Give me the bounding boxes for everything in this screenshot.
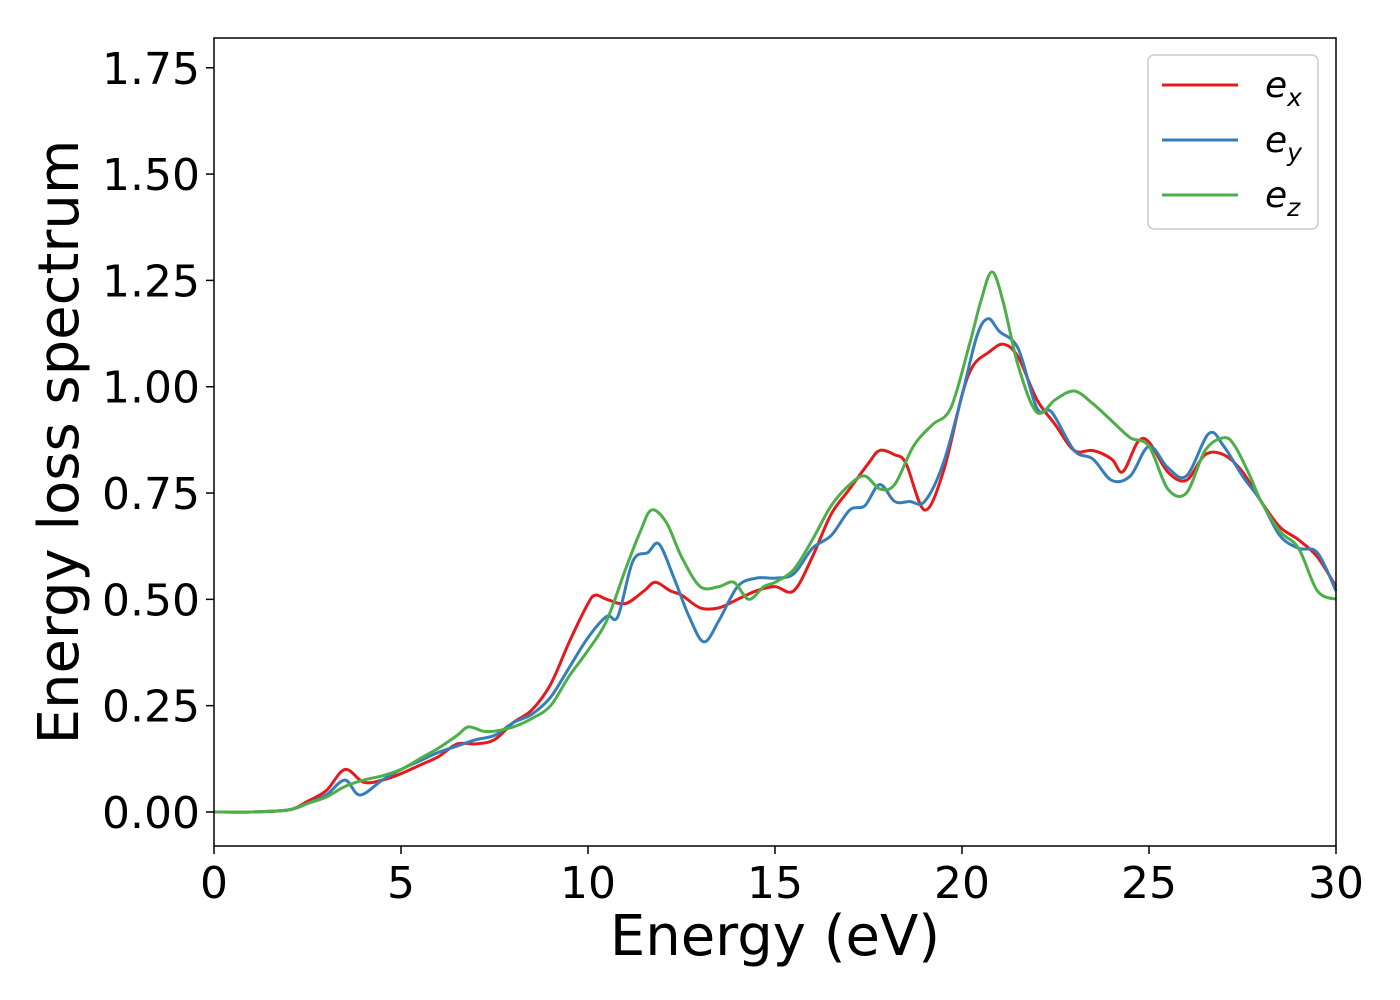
y-tick-label: 1.75 — [102, 44, 200, 95]
y-axis-title: Energy loss spectrum — [27, 140, 92, 745]
y-tick-label: 0.25 — [102, 682, 200, 733]
y-axis-ticks: 0.00 0.25 0.50 0.75 1.00 1.25 1.50 1.75 — [102, 44, 214, 839]
x-tick-label: 5 — [387, 858, 415, 909]
legend-label-base: e — [1265, 175, 1287, 216]
y-tick-label: 0.00 — [102, 788, 200, 839]
x-tick-label: 25 — [1121, 858, 1177, 909]
series-layer — [213, 270, 1338, 814]
x-tick-label: 30 — [1308, 858, 1364, 909]
legend-label-base: e — [1265, 120, 1287, 161]
legend-label-base: e — [1265, 65, 1287, 106]
legend-label-z: ez — [1265, 175, 1301, 222]
y-tick-label: 0.75 — [102, 469, 200, 520]
x-tick-label: 0 — [200, 858, 228, 909]
x-axis-title: Energy (eV) — [610, 904, 940, 969]
legend-label-subscript: y — [1286, 138, 1303, 167]
y-tick-label: 0.50 — [102, 575, 200, 626]
x-tick-label: 15 — [747, 858, 803, 909]
x-tick-label: 20 — [934, 858, 990, 909]
y-tick-label: 1.00 — [102, 363, 200, 414]
series-line-y — [213, 317, 1338, 814]
legend-label-y: ey — [1265, 120, 1303, 167]
series-line-z — [213, 270, 1337, 814]
legend-label-x: ex — [1265, 65, 1302, 112]
x-tick-label: 10 — [560, 858, 616, 909]
legend-label-subscript: x — [1286, 83, 1302, 112]
y-tick-label: 1.25 — [102, 256, 200, 307]
y-tick-label: 1.50 — [102, 150, 200, 201]
legend-label-subscript: z — [1286, 193, 1301, 222]
legend-box — [1147, 54, 1319, 230]
x-axis-ticks: 0 5 10 15 20 25 30 — [200, 846, 1364, 909]
